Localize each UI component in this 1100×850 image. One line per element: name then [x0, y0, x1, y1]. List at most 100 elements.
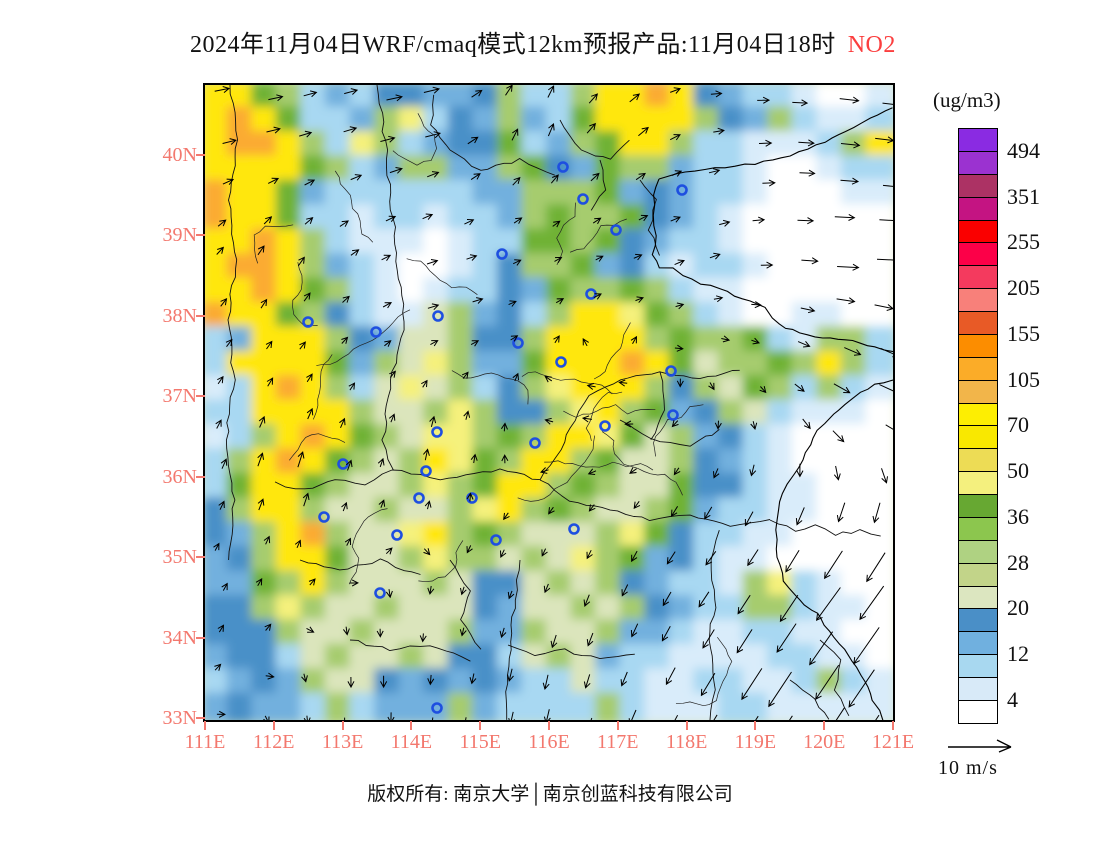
wind-arrow — [802, 418, 811, 430]
axis-tick — [272, 721, 275, 730]
wind-arrow — [796, 463, 804, 478]
wind-arrow — [800, 306, 816, 314]
wind-arrow — [586, 632, 594, 647]
lat-axis-label: 37N — [162, 385, 197, 408]
wind-arrow — [297, 451, 305, 468]
lat-axis-label: 33N — [162, 707, 197, 729]
wind-arrow — [709, 252, 721, 260]
wind-arrow — [629, 467, 637, 474]
wind-arrow — [258, 415, 266, 428]
colorbar-swatch — [958, 631, 998, 655]
wind-arrow — [661, 625, 671, 642]
wind-arrow — [257, 245, 265, 256]
wind-arrow — [840, 177, 860, 185]
wind-arrow — [388, 413, 396, 423]
wind-arrow — [815, 664, 840, 700]
wind-arrow — [339, 417, 346, 429]
wind-arrow — [380, 135, 396, 143]
wind-arrow — [590, 172, 600, 182]
wind-arrow — [801, 257, 819, 265]
wind-arrow — [713, 468, 720, 479]
wind-arrow — [341, 336, 349, 344]
lat-axis-label: 36N — [162, 465, 197, 488]
wind-arrow — [419, 633, 427, 643]
wind-arrow — [304, 216, 314, 225]
wind-arrow — [674, 259, 685, 266]
wind-arrow — [385, 547, 393, 555]
lon-axis-label: 119E — [734, 731, 777, 753]
wind-arrow — [470, 340, 480, 347]
city-marker — [610, 224, 622, 236]
wind-arrow — [263, 535, 271, 545]
wind-reference-label: 10 m/s — [938, 757, 998, 779]
wind-arrow — [470, 453, 478, 464]
city-marker — [370, 326, 382, 338]
wind-arrow — [299, 341, 306, 350]
wind-arrow — [381, 254, 392, 261]
wind-arrow — [543, 583, 551, 594]
wind-arrow — [671, 170, 683, 177]
city-marker — [302, 316, 314, 328]
wind-arrow — [736, 629, 753, 654]
lon-axis-label: 112E — [253, 731, 295, 753]
colorbar-tick-label: 205 — [1007, 275, 1040, 301]
wind-arrow — [426, 259, 439, 266]
wind-arrow — [670, 87, 682, 94]
wind-arrow — [429, 415, 437, 428]
wind-arrow — [220, 297, 228, 307]
wind-arrow — [795, 507, 805, 526]
axis-tick — [616, 721, 619, 730]
page-title: 2024年11月04日WRF/cmaq模式12km预报产品:11月04日18时 N… — [190, 24, 896, 59]
wind-arrow — [350, 174, 363, 181]
wind-arrow — [635, 296, 644, 303]
wind-arrow — [380, 675, 388, 689]
wind-arrow — [501, 454, 509, 464]
wind-arrow — [700, 672, 716, 697]
wind-arrow — [583, 594, 591, 607]
wind-arrow — [548, 506, 555, 515]
wind-arrow — [464, 219, 475, 226]
wind-arrow — [384, 340, 392, 347]
lat-axis-label: 40N — [162, 144, 197, 166]
wind-arrow — [587, 468, 597, 475]
wind-arrow — [508, 300, 517, 307]
wind-arrow — [461, 371, 469, 379]
wind-arrow — [423, 86, 441, 94]
wind-arrow — [757, 96, 771, 104]
title-species: NO2 — [847, 32, 896, 58]
city-markers — [302, 161, 688, 714]
wind-arrow — [881, 468, 888, 484]
wind-arrow — [508, 711, 516, 720]
wind-arrow — [792, 99, 809, 107]
wind-arrow — [263, 715, 270, 720]
wind-arrow — [264, 623, 272, 631]
wind-arrow — [749, 464, 757, 477]
axis-tick — [548, 721, 550, 730]
wind-arrow — [389, 167, 403, 174]
colorbar-tick-label: 50 — [1007, 458, 1029, 484]
wind-arrow — [423, 548, 431, 556]
map-layers — [205, 85, 893, 720]
axis-tick — [410, 721, 413, 730]
wind-arrow — [554, 256, 563, 264]
wind-arrow — [839, 96, 860, 104]
wind-arrow — [341, 501, 348, 512]
wind-arrow — [704, 506, 713, 520]
wind-arrow — [512, 176, 521, 186]
colorbar-tick-label: 494 — [1007, 137, 1040, 163]
axis-tick — [754, 721, 757, 730]
wind-arrow — [758, 139, 773, 147]
wind-arrow — [257, 452, 264, 467]
wind-arrow — [222, 138, 237, 145]
wind-arrow — [832, 430, 845, 443]
wind-arrow — [297, 256, 305, 267]
city-marker — [599, 420, 611, 432]
wind-arrow — [853, 627, 880, 665]
wind-arrow — [217, 375, 224, 385]
wind-arrows — [213, 85, 893, 720]
wind-arrow — [221, 582, 228, 591]
wind-arrow — [387, 712, 395, 720]
wind-arrow — [797, 340, 811, 348]
wind-arrow — [582, 337, 589, 347]
wind-arrow — [714, 420, 722, 430]
